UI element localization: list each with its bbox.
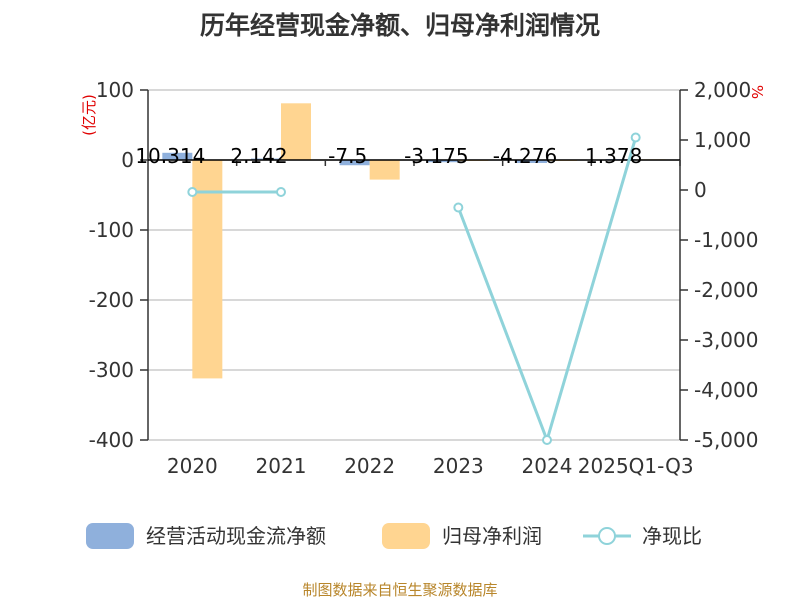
chart-title: 历年经营现金净额、归母净利润情况 xyxy=(200,11,600,40)
legend-swatch-cash-flow xyxy=(86,523,134,549)
cash-flow-bar xyxy=(339,160,370,166)
ratio-point xyxy=(187,187,198,197)
data-source: 制图数据来自恒生聚源数据库 xyxy=(302,581,497,599)
grid-lines xyxy=(148,89,680,441)
legend-label-net-profit: 归母净利润 xyxy=(442,524,542,548)
x-tick-label: 2022 xyxy=(344,454,395,478)
right-tick-label: -4,000 xyxy=(694,378,758,402)
right-tick-label: -2,000 xyxy=(694,278,758,302)
cash-flow-data-label: -4.276 xyxy=(493,144,557,168)
cash-flow-data-label: 1.378 xyxy=(585,144,642,168)
legend-marker-ratio xyxy=(598,527,616,545)
x-tick-label: 2024 xyxy=(522,454,573,478)
x-tick-label: 2023 xyxy=(433,454,484,478)
bar-layer xyxy=(162,103,666,379)
cash-flow-data-label: -3.175 xyxy=(404,144,468,168)
right-tick-label: -3,000 xyxy=(694,328,758,352)
net-profit-bar xyxy=(192,160,223,379)
legend: 经营活动现金流净额 归母净利润 净现比 xyxy=(86,523,702,549)
cash-flow-data-label: 2.142 xyxy=(230,144,287,168)
ratio-point xyxy=(276,187,286,197)
x-tick-label: 2020 xyxy=(167,454,218,478)
left-tick-label: -400 xyxy=(89,428,134,452)
right-tick-label: 2,000 xyxy=(694,78,751,102)
x-tick-label: 2025Q1-Q3 xyxy=(578,454,694,478)
line-layer xyxy=(187,132,641,445)
right-axis-unit: % xyxy=(748,85,766,99)
cash-flow-bar xyxy=(428,160,459,163)
cash-flow-bar xyxy=(517,160,547,163)
ratio-point xyxy=(453,202,464,213)
left-axis-unit: (亿元) xyxy=(80,94,98,136)
cash-flow-data-label: -7.5 xyxy=(328,144,367,168)
right-tick-label: 1,000 xyxy=(694,128,751,152)
ratio-point xyxy=(542,435,552,445)
net-profit-bar xyxy=(369,160,400,180)
right-tick-label: -1,000 xyxy=(694,228,758,252)
left-tick-label: 0 xyxy=(121,148,134,172)
right-tick-label: -5,000 xyxy=(694,428,758,452)
cash-flow-bar xyxy=(162,152,193,160)
left-tick-label: -100 xyxy=(89,218,134,242)
right-tick-label: 0 xyxy=(694,178,707,202)
left-tick-label: -200 xyxy=(89,288,134,312)
legend-swatch-net-profit xyxy=(382,523,430,549)
x-tick-label: 2021 xyxy=(256,454,307,478)
data-labels: 10.314 2.142 -7.5 -3.175 -4.276 1.378 xyxy=(135,144,642,168)
left-tick-label: -300 xyxy=(89,358,134,382)
legend-label-ratio: 净现比 xyxy=(642,524,702,548)
ratio-line xyxy=(456,137,638,445)
axis-layer: 100 0 -100 -200 -300 -400 2,000 1,000 0 -1,000 -2,… xyxy=(89,78,759,478)
net-profit-bar xyxy=(281,103,311,160)
cash-flow-data-label: 10.314 xyxy=(135,144,205,168)
left-tick-label: 100 xyxy=(96,78,134,102)
legend-label-cash-flow: 经营活动现金流净额 xyxy=(146,524,326,548)
ratio-point xyxy=(630,132,641,143)
